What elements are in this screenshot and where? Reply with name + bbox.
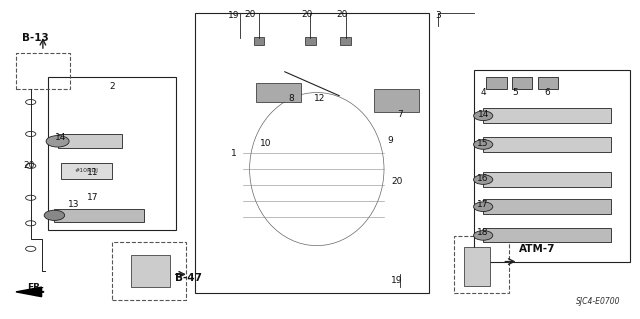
Bar (112, 242, 186, 300)
Text: 4: 4 (481, 88, 486, 97)
Text: 19: 19 (391, 276, 403, 285)
Bar (254, 37, 264, 45)
Text: 20: 20 (337, 10, 348, 19)
Text: 20: 20 (244, 10, 255, 19)
Text: 19: 19 (228, 11, 239, 20)
Bar (464, 247, 490, 286)
Text: FR-: FR- (27, 283, 44, 292)
Text: 1: 1 (231, 149, 236, 158)
Text: 20: 20 (23, 161, 35, 170)
Circle shape (44, 210, 65, 220)
Text: 14: 14 (55, 133, 67, 142)
Bar (16, 53, 70, 89)
Circle shape (474, 111, 493, 121)
Text: 15: 15 (477, 139, 489, 148)
Text: B-13: B-13 (22, 33, 49, 43)
Text: 12: 12 (314, 94, 326, 103)
Text: 17: 17 (87, 193, 99, 202)
Bar (454, 236, 509, 293)
Bar (131, 255, 170, 287)
Text: SJC4-E0700: SJC4-E0700 (576, 297, 621, 306)
Text: 5: 5 (513, 88, 518, 97)
Circle shape (474, 140, 493, 149)
Text: 11: 11 (87, 168, 99, 177)
Bar (195, 13, 429, 293)
Text: 8: 8 (289, 94, 294, 103)
Text: 2: 2 (109, 82, 115, 91)
Text: 16: 16 (477, 174, 489, 183)
Bar (483, 199, 611, 214)
Bar (58, 134, 122, 148)
Text: ATM-7: ATM-7 (519, 244, 556, 254)
Text: 13: 13 (68, 200, 79, 209)
Circle shape (474, 175, 493, 184)
Polygon shape (16, 287, 42, 297)
Bar (483, 108, 611, 123)
Text: 6: 6 (545, 88, 550, 97)
Bar (538, 77, 558, 89)
Circle shape (474, 231, 493, 240)
Text: 9: 9 (388, 136, 393, 145)
Text: B-47: B-47 (175, 272, 202, 283)
Bar (374, 89, 419, 112)
Bar (483, 228, 611, 242)
Bar (48, 77, 176, 230)
Bar (54, 209, 144, 222)
Text: 20: 20 (391, 177, 403, 186)
Bar (340, 37, 351, 45)
Bar (61, 163, 112, 179)
Bar (486, 77, 507, 89)
Text: 18: 18 (477, 228, 489, 237)
Bar (483, 172, 611, 187)
Bar (305, 37, 316, 45)
Text: 14: 14 (477, 110, 489, 119)
Bar (512, 77, 532, 89)
Text: 17: 17 (477, 200, 489, 209)
Bar (256, 83, 301, 102)
Text: 3: 3 (436, 11, 441, 20)
Text: 20: 20 (301, 10, 313, 19)
Circle shape (474, 202, 493, 211)
Text: 7: 7 (397, 110, 403, 119)
Bar (474, 70, 630, 262)
Text: #10RDJ: #10RDJ (74, 168, 99, 173)
Text: 10: 10 (260, 139, 271, 148)
Bar (483, 137, 611, 152)
Circle shape (46, 136, 69, 147)
